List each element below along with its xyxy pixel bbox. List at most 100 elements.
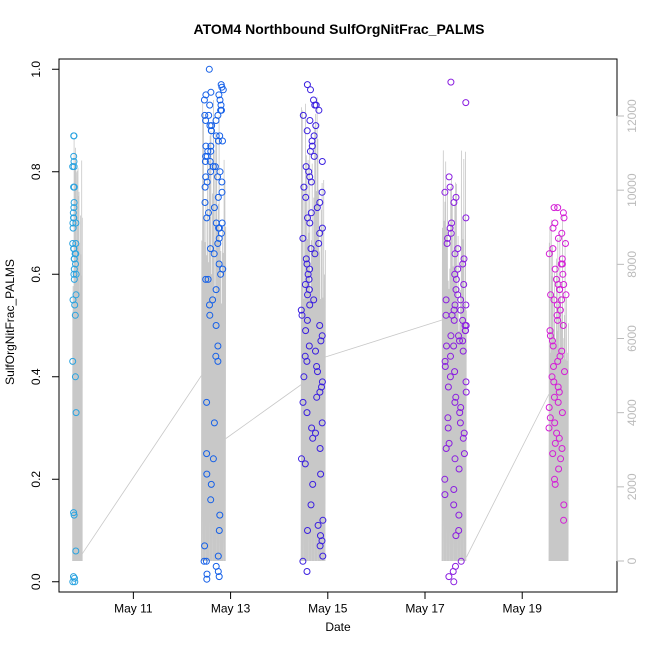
data-point <box>302 193 310 201</box>
data-point <box>305 168 313 176</box>
data-point <box>316 229 324 237</box>
data-point <box>219 86 227 94</box>
data-point <box>307 501 315 509</box>
data-point <box>200 557 208 565</box>
data-point <box>202 275 210 283</box>
data-point <box>444 234 452 242</box>
data-point <box>218 106 225 114</box>
data-point <box>216 511 224 519</box>
data-point <box>303 568 311 575</box>
altitude-profile-cluster-3 <box>300 97 326 562</box>
data-point <box>549 224 557 232</box>
data-point <box>443 240 451 247</box>
data-point <box>214 240 222 247</box>
data-point <box>556 286 564 294</box>
data-point <box>202 557 210 565</box>
altitude-profile-cluster-1 <box>72 139 83 562</box>
data-point <box>445 573 453 581</box>
data-point <box>559 322 567 329</box>
data-point <box>558 255 566 263</box>
data-point <box>450 501 458 509</box>
data-point <box>304 291 311 299</box>
data-point <box>442 445 450 452</box>
data-point <box>558 229 566 237</box>
data-point <box>70 132 78 140</box>
data-point <box>459 260 467 268</box>
data-point <box>69 357 77 365</box>
data-point <box>318 419 326 427</box>
data-point <box>308 137 316 145</box>
data-point <box>441 357 449 365</box>
data-point <box>203 398 211 406</box>
data-point <box>207 480 215 488</box>
data-point <box>70 255 78 263</box>
axes-layer: May 11 May 13 May 15 May 17 May 19 0.0 0.2 0.4 0… <box>29 61 639 616</box>
y-axis-label: SulfOrgNitFrac_PALMS <box>3 259 17 385</box>
data-point <box>451 368 459 376</box>
data-point <box>454 265 462 273</box>
data-point <box>455 511 463 519</box>
data-point <box>205 111 213 119</box>
data-point <box>319 552 327 560</box>
data-point <box>298 455 305 463</box>
data-point <box>70 183 78 191</box>
data-point <box>550 363 557 370</box>
data-point <box>444 414 452 422</box>
data-point <box>300 373 308 381</box>
data-point <box>316 542 324 550</box>
x-tick-label: May 15 <box>308 602 348 616</box>
altitude-profile-cluster-2 <box>200 99 227 562</box>
x-tick-label: May 13 <box>211 602 251 616</box>
data-point <box>318 378 326 386</box>
data-point <box>302 255 310 263</box>
data-point <box>218 178 226 186</box>
data-point <box>201 111 209 119</box>
data-point <box>554 316 562 324</box>
data-point <box>311 250 319 258</box>
right-tick-label: 10000 <box>625 173 639 207</box>
data-point <box>215 573 223 581</box>
data-point <box>546 327 554 335</box>
data-point <box>207 142 215 150</box>
x-tick-label: May 17 <box>405 602 445 616</box>
data-point <box>556 306 564 314</box>
data-point <box>448 219 455 227</box>
data-point <box>217 270 225 278</box>
data-point <box>305 275 313 283</box>
data-point <box>554 398 562 406</box>
y-tick-label: 0.8 <box>29 163 43 180</box>
data-point <box>447 229 455 237</box>
data-point <box>69 240 77 247</box>
data-point <box>549 245 557 253</box>
right-tick-label: 2000 <box>625 473 639 500</box>
data-point <box>452 275 460 283</box>
data-point <box>306 117 314 124</box>
data-point <box>317 337 325 345</box>
data-point <box>202 91 210 99</box>
data-point <box>303 81 311 89</box>
data-point <box>551 480 559 488</box>
data-point <box>558 409 566 417</box>
altitude-transit-line-3 <box>325 319 443 358</box>
data-point <box>444 424 452 432</box>
data-point <box>307 178 315 186</box>
data-point <box>451 301 459 309</box>
data-point <box>306 147 314 155</box>
data-point <box>303 127 311 135</box>
data-point <box>300 183 308 191</box>
data-point <box>312 122 320 130</box>
data-point <box>70 511 78 519</box>
data-point <box>218 188 226 196</box>
data-point <box>307 245 315 253</box>
data-point <box>561 368 568 376</box>
data-point <box>447 78 455 86</box>
data-point <box>551 439 559 447</box>
data-point <box>219 137 226 145</box>
data-point <box>559 270 567 278</box>
data-point <box>551 419 559 427</box>
data-point <box>214 568 222 575</box>
altitude-transit-line-4 <box>465 393 550 558</box>
data-point <box>310 152 318 160</box>
data-point <box>69 224 77 232</box>
altitude-profile-cluster-5 <box>548 214 569 562</box>
